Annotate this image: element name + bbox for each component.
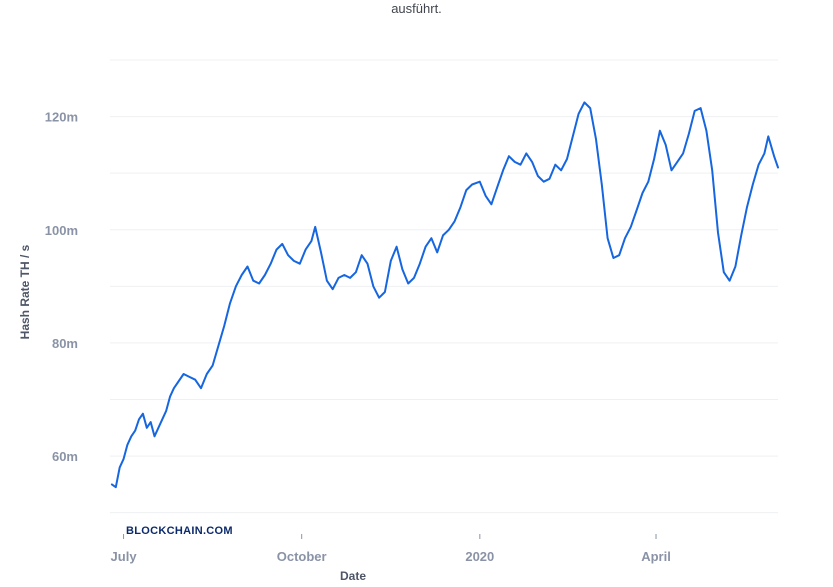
grid-lines	[110, 59, 778, 514]
series-group	[110, 101, 779, 489]
y-tick-label: 60m	[52, 449, 78, 464]
y-tick-label: 100m	[45, 223, 78, 238]
x-tick-label: October	[277, 549, 327, 564]
x-axis-ticks: July October 2020 April	[111, 534, 671, 564]
blockchain-logo: BLOCKCHAIN.COM	[126, 525, 233, 537]
x-tick-label: 2020	[465, 549, 494, 564]
y-axis-title: Hash Rate TH / s	[18, 244, 32, 339]
x-tick-label: April	[641, 549, 671, 564]
y-tick-label: 120m	[45, 110, 78, 125]
hash-rate-series-line	[110, 101, 779, 489]
caption-text: ausführt.	[391, 1, 442, 16]
y-axis-ticks: 60m 80m 100m 120m	[45, 110, 78, 465]
y-tick-label: 80m	[52, 336, 78, 351]
x-axis-title: Date	[340, 569, 366, 583]
x-tick-label: July	[111, 549, 138, 564]
